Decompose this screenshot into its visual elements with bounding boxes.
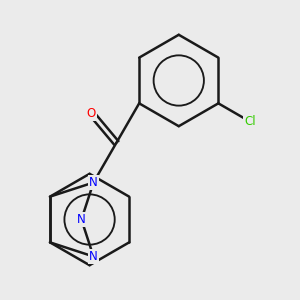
Text: N: N bbox=[77, 213, 86, 226]
Text: O: O bbox=[87, 107, 96, 120]
Text: N: N bbox=[89, 250, 98, 263]
Text: N: N bbox=[89, 176, 98, 189]
Text: Cl: Cl bbox=[244, 115, 256, 128]
